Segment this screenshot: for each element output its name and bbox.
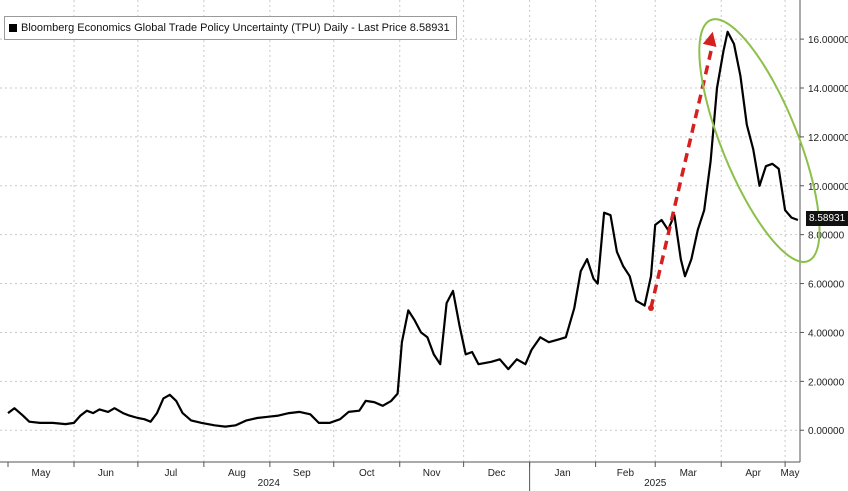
x-tick-label: Aug — [228, 468, 246, 479]
y-tick-label: 12.00000 — [808, 133, 848, 144]
y-tick-label: 6.00000 — [808, 280, 845, 291]
y-tick-label: 14.00000 — [808, 84, 848, 95]
green-ellipse-highlight — [698, 18, 821, 263]
last-price-tag: 8.58931 — [806, 211, 848, 226]
chart-legend: Bloomberg Economics Global Trade Policy … — [4, 16, 457, 40]
y-tick-label: 0.00000 — [808, 426, 845, 437]
y-tick-label: 16.00000 — [808, 35, 848, 46]
annotations — [647, 18, 821, 311]
x-tick-label: Apr — [745, 468, 761, 479]
chart-title: Bloomberg Economics Global Trade Policy … — [21, 22, 450, 34]
x-year-label: 2024 — [258, 478, 281, 489]
x-tick-label: Oct — [359, 468, 375, 479]
y-axis-ticks: 0.00000 2.00000 4.00000 6.00000 8.00000 10.00… — [800, 35, 848, 437]
y-tick-label: 8.00000 — [808, 231, 845, 242]
x-tick-label: Dec — [488, 468, 506, 479]
x-tick-label: Feb — [617, 468, 635, 479]
x-tick-label: Mar — [680, 468, 698, 479]
legend-swatch — [9, 24, 17, 32]
y-tick-label: 10.00000 — [808, 182, 848, 193]
x-tick-label: May — [32, 468, 51, 479]
x-tick-label: Nov — [423, 468, 441, 479]
x-year-label: 2025 — [644, 478, 667, 489]
y-tick-label: 2.00000 — [808, 377, 845, 388]
y-tick-label: 4.00000 — [808, 328, 845, 339]
x-tick-label: Jan — [555, 468, 571, 479]
x-tick-label: Jun — [98, 468, 114, 479]
grid-lines — [0, 0, 800, 462]
red-arrowhead — [702, 31, 717, 47]
x-tick-label: Jul — [164, 468, 177, 479]
x-axis-ticks: May Jun Jul Aug Sep Oct Nov Dec Jan Feb Mar Apr May 2… — [7, 462, 800, 491]
red-dashed-arrow — [649, 43, 715, 309]
series-line-tpu — [7, 30, 799, 428]
x-tick-label: Sep — [293, 468, 311, 479]
red-arrow-start-dot — [647, 305, 654, 311]
x-tick-label: May — [781, 468, 800, 479]
